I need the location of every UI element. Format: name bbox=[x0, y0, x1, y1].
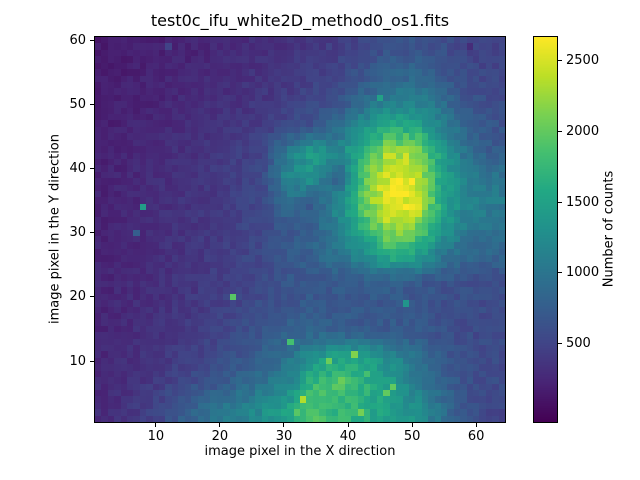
colorbar-tick-mark bbox=[558, 201, 562, 203]
colorbar-tick-mark bbox=[558, 130, 562, 132]
y-tick-label: 40 bbox=[69, 161, 86, 177]
heatmap-axes bbox=[94, 36, 506, 423]
colorbar-tick-label: 2500 bbox=[566, 53, 600, 69]
colorbar-tick-mark bbox=[558, 272, 562, 273]
x-tick-mark bbox=[219, 423, 221, 427]
y-tick-mark bbox=[90, 103, 94, 105]
y-tick-mark bbox=[90, 168, 94, 170]
x-tick-mark bbox=[155, 423, 157, 427]
x-tick-label: 30 bbox=[275, 429, 293, 444]
y-tick-label: 50 bbox=[69, 96, 86, 112]
colorbar-tick-label: 1500 bbox=[566, 194, 600, 210]
colorbar-tick-mark bbox=[558, 342, 562, 344]
x-tick-mark bbox=[475, 423, 477, 427]
colorbar-tick-label: 500 bbox=[566, 335, 591, 351]
colorbar-tick-label: 2000 bbox=[566, 123, 600, 139]
x-tick-mark bbox=[347, 423, 349, 427]
y-tick-label: 60 bbox=[69, 32, 86, 48]
colorbar-tick-mark bbox=[558, 60, 562, 62]
x-tick-mark bbox=[283, 423, 285, 427]
x-tick-label: 10 bbox=[147, 429, 165, 444]
x-tick-label: 60 bbox=[467, 429, 485, 444]
colorbar-gradient-canvas bbox=[534, 37, 557, 422]
heatmap-canvas bbox=[95, 37, 505, 422]
colorbar-tick-label: 1000 bbox=[566, 265, 600, 280]
plot-title: test0c_ifu_white2D_method0_os1.fits bbox=[150, 11, 450, 30]
y-tick-mark bbox=[90, 232, 94, 234]
x-tick-label: 20 bbox=[211, 429, 229, 444]
x-tick-label: 40 bbox=[339, 429, 357, 444]
x-tick-label: 50 bbox=[403, 429, 421, 444]
x-axis-label: image pixel in the X direction bbox=[204, 444, 396, 459]
y-tick-label: 30 bbox=[69, 225, 86, 241]
y-tick-mark bbox=[90, 39, 94, 41]
colorbar bbox=[533, 36, 558, 423]
x-tick-mark bbox=[411, 423, 413, 427]
y-tick-mark bbox=[90, 360, 94, 362]
y-tick-label: 20 bbox=[69, 289, 86, 305]
y-tick-label: 10 bbox=[69, 353, 86, 369]
y-tick-mark bbox=[90, 296, 94, 298]
